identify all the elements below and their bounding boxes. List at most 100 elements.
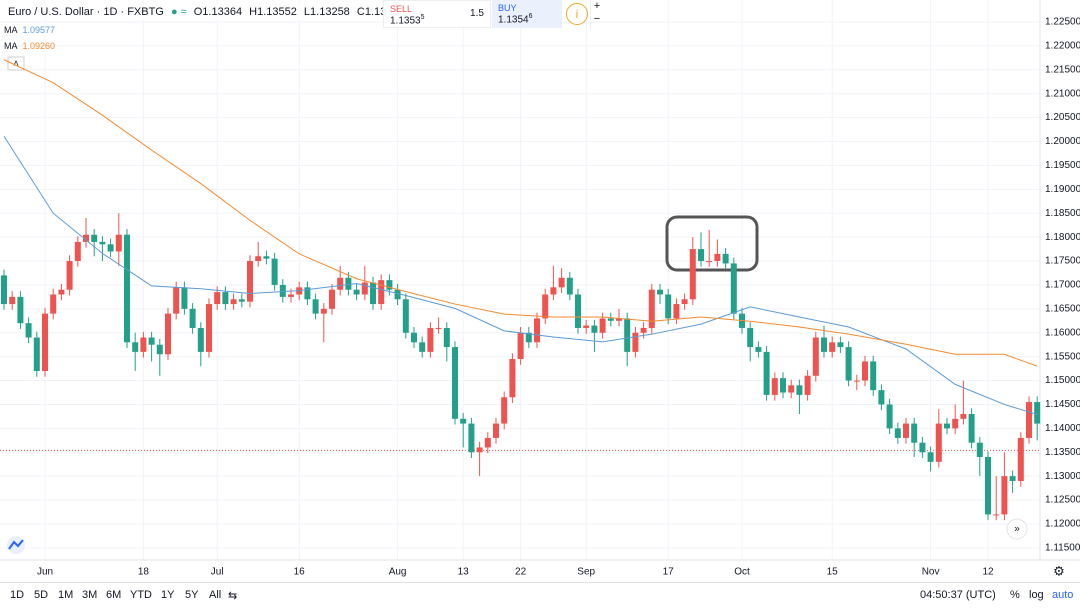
range-button[interactable]: All: [209, 589, 222, 601]
y-tick-label: 1.12500: [1045, 495, 1080, 506]
symbol: Euro / U.S. Dollar · 1D · FXBTG: [8, 6, 164, 18]
y-tick-label: 1.11500: [1045, 543, 1080, 554]
x-tick-label: Nov: [922, 567, 940, 578]
sell-price: 1.1353: [390, 15, 421, 27]
candle-body: [58, 289, 65, 295]
ma-name: MA: [4, 41, 18, 51]
candle-body: [91, 234, 98, 242]
sell-pip: 5: [420, 14, 425, 21]
y-tick-label: 1.14500: [1045, 399, 1080, 410]
candle-body: [66, 261, 73, 290]
candle-body: [484, 437, 491, 448]
candle-body: [657, 289, 663, 295]
zoom-buttons[interactable]: + −: [590, 0, 603, 28]
info-button[interactable]: i: [566, 3, 588, 25]
buy-price: 1.1354: [498, 14, 529, 26]
candle-body: [140, 337, 147, 352]
moving-average: [3, 135, 1038, 415]
status-icons: ● ≈: [170, 6, 187, 18]
candle-body: [747, 327, 754, 348]
y-tick-label: 1.17000: [1045, 280, 1080, 291]
y-tick-label: 1.14000: [1045, 423, 1080, 434]
auto-toggle[interactable]: auto: [1052, 589, 1074, 601]
settings-icon[interactable]: ⚙: [1053, 563, 1065, 578]
y-tick-label: 1.16000: [1045, 327, 1080, 338]
percent-toggle[interactable]: %: [1010, 589, 1020, 601]
range-button[interactable]: 5D: [34, 589, 49, 601]
sell-button[interactable]: SELL 1.13535: [383, 0, 491, 28]
candle-body: [755, 347, 762, 352]
x-tick-label: 13: [458, 567, 470, 578]
candle-body: [722, 253, 729, 264]
candle-body: [886, 404, 893, 429]
range-button[interactable]: 3M: [82, 589, 98, 601]
candle-body: [197, 327, 204, 352]
candle-body: [132, 342, 139, 352]
candle-body: [427, 327, 434, 352]
candle-body: [99, 241, 106, 245]
candle-body: [616, 318, 622, 321]
x-tick-label: 12: [982, 567, 994, 578]
candle-body: [960, 414, 967, 419]
candle-body: [919, 442, 926, 453]
x-tick-label: 15: [827, 567, 839, 578]
candle-body: [821, 337, 827, 352]
candle-body: [1034, 402, 1041, 424]
y-tick-label: 1.20000: [1045, 136, 1080, 147]
candle-body: [443, 327, 450, 348]
log-toggle[interactable]: log: [1029, 589, 1044, 601]
candle-body: [911, 423, 918, 443]
candle-body: [1001, 476, 1008, 515]
candle-body: [493, 423, 499, 438]
date-range-icon[interactable]: ⇆: [228, 590, 238, 602]
candle-body: [189, 308, 196, 328]
y-tick-label: 1.22000: [1045, 41, 1080, 52]
candle-body: [517, 332, 524, 360]
candle-body: [173, 287, 180, 314]
candle-body: [894, 428, 901, 438]
range-button[interactable]: 1M: [58, 589, 74, 601]
candle-body: [1026, 402, 1032, 438]
candle-body: [288, 294, 294, 297]
y-tick-label: 1.21500: [1045, 64, 1080, 75]
candle-body: [378, 280, 385, 305]
candle-body: [337, 277, 344, 290]
range-button[interactable]: 6M: [106, 589, 122, 601]
candle-body: [435, 327, 442, 329]
range-button[interactable]: YTD: [130, 589, 152, 601]
candle-body: [370, 282, 376, 305]
candle-body: [862, 361, 868, 381]
candle-body: [935, 423, 942, 462]
range-button[interactable]: 1Y: [161, 589, 175, 601]
candle-body: [583, 325, 590, 328]
candle-body: [17, 296, 24, 324]
x-tick-label: 18: [138, 567, 150, 578]
candle-body: [534, 318, 540, 343]
candle-body: [263, 256, 270, 259]
highlight-box: [665, 215, 759, 272]
candle-body: [853, 380, 860, 382]
candle-body: [993, 514, 1000, 516]
candle-body: [714, 253, 721, 262]
scroll-icon: »: [1014, 524, 1020, 535]
y-tick-label: 1.20500: [1045, 112, 1080, 123]
range-button[interactable]: 5Y: [185, 589, 199, 601]
y-tick-label: 1.17500: [1045, 256, 1080, 267]
candle-body: [271, 258, 278, 285]
buy-button[interactable]: BUY 1.13546: [492, 0, 562, 28]
scroll-button[interactable]: [1006, 518, 1028, 540]
candle-body: [255, 256, 262, 262]
collapse-icon: ˄: [13, 59, 19, 70]
x-tick-label: Aug: [389, 567, 407, 578]
candle-body: [796, 385, 803, 395]
candle-body: [419, 342, 426, 352]
candle-body: [386, 280, 393, 290]
candle-body: [50, 294, 57, 314]
candle-body: [230, 299, 237, 305]
candle-body: [788, 385, 795, 393]
candle-body: [353, 289, 360, 295]
candle-body: [345, 277, 352, 290]
candle-body: [476, 447, 483, 453]
range-button[interactable]: 1D: [10, 589, 25, 601]
candle-body: [33, 337, 40, 371]
